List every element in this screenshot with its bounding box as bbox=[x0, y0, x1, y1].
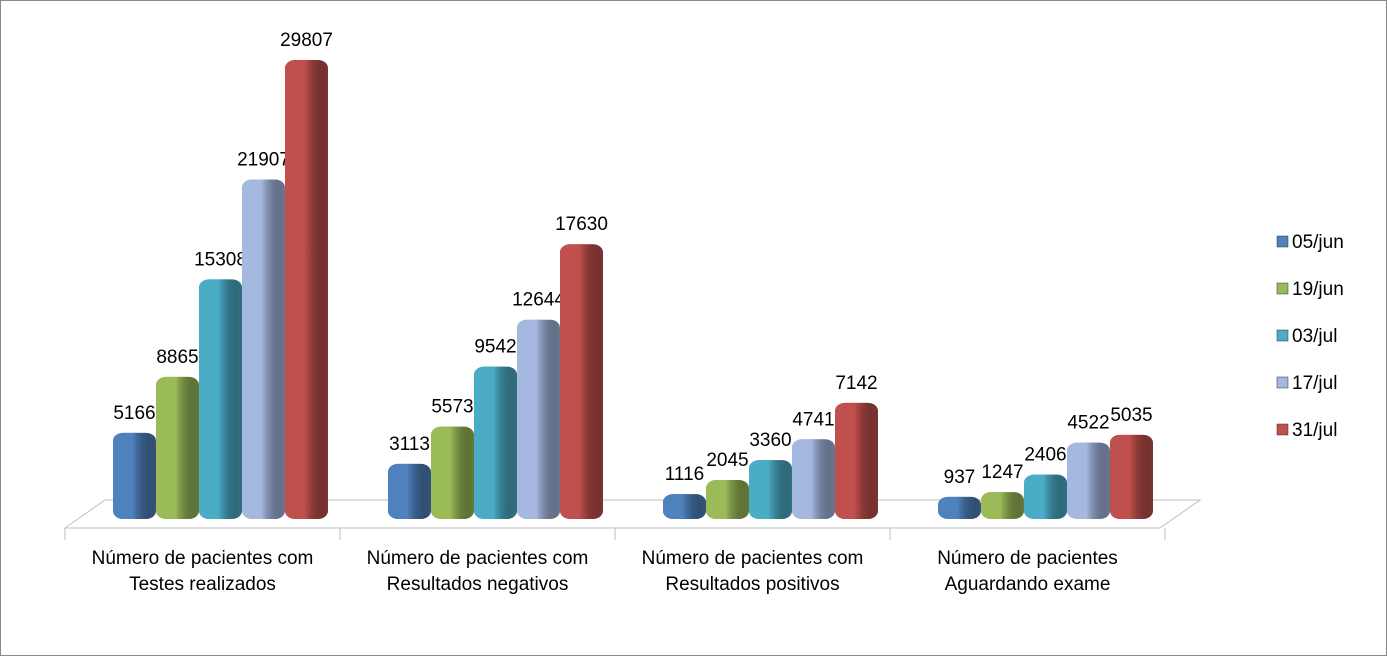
bar-shade bbox=[431, 426, 474, 519]
value-label: 1116 bbox=[665, 464, 704, 485]
bar-shade bbox=[1067, 442, 1110, 519]
legend-label: 05/jun bbox=[1292, 232, 1344, 253]
value-label: 5166 bbox=[113, 403, 155, 424]
bar-shade bbox=[285, 60, 328, 519]
value-label: 15308 bbox=[194, 249, 247, 270]
legend-swatch bbox=[1276, 235, 1289, 248]
value-label: 3113 bbox=[389, 434, 430, 455]
value-label: 8865 bbox=[156, 347, 198, 368]
value-label: 4522 bbox=[1067, 413, 1109, 434]
legend-label: 19/jun bbox=[1292, 279, 1344, 300]
bar-shade bbox=[199, 279, 242, 519]
x-tick-label: Número de pacientes com Testes realizado… bbox=[91, 548, 314, 595]
value-label: 7142 bbox=[835, 373, 877, 394]
legend-swatch bbox=[1276, 329, 1289, 342]
legend-swatch bbox=[1276, 376, 1289, 389]
bar-shade bbox=[474, 366, 517, 519]
bar-shade bbox=[1024, 474, 1067, 519]
value-label: 2045 bbox=[706, 450, 748, 471]
value-label: 937 bbox=[944, 467, 976, 488]
bar-shade bbox=[560, 244, 603, 519]
x-tick-label: Número de pacientes com Resultados negat… bbox=[366, 548, 589, 595]
bar-shade bbox=[663, 494, 706, 519]
legend-swatch bbox=[1276, 282, 1289, 295]
x-tick-label: Número de pacientes Aguardando exame bbox=[937, 548, 1118, 595]
value-label: 29807 bbox=[280, 30, 333, 51]
legend-label: 31/jul bbox=[1292, 420, 1337, 441]
value-label: 1247 bbox=[981, 462, 1023, 483]
value-label: 4741 bbox=[792, 409, 834, 430]
value-label: 3360 bbox=[749, 430, 791, 451]
bar-shade bbox=[749, 460, 792, 519]
floor bbox=[63, 499, 1202, 529]
value-label: 5573 bbox=[431, 397, 473, 418]
legend-label: 17/jul bbox=[1292, 373, 1337, 394]
bar-shade bbox=[792, 439, 835, 519]
bar-shade bbox=[706, 480, 749, 519]
bar-shade bbox=[242, 179, 285, 519]
bar-shade bbox=[938, 496, 981, 519]
x-tick-label: Número de pacientes com Resultados posit… bbox=[641, 548, 864, 595]
bar-shade bbox=[113, 432, 156, 519]
bar-shade bbox=[1110, 434, 1153, 519]
legend-label: 03/jul bbox=[1292, 326, 1337, 347]
bar-shade bbox=[156, 376, 199, 519]
bar-shade bbox=[388, 463, 431, 519]
bar-shade bbox=[835, 402, 878, 519]
value-label: 9542 bbox=[474, 337, 516, 358]
value-label: 21907 bbox=[237, 150, 290, 171]
value-label: 12644 bbox=[512, 290, 565, 311]
legend-swatch bbox=[1276, 423, 1289, 436]
value-label: 2406 bbox=[1024, 445, 1066, 466]
value-label: 5035 bbox=[1110, 405, 1152, 426]
bar-shade bbox=[981, 492, 1024, 519]
value-label: 17630 bbox=[555, 214, 608, 235]
bar-shade bbox=[517, 319, 560, 519]
